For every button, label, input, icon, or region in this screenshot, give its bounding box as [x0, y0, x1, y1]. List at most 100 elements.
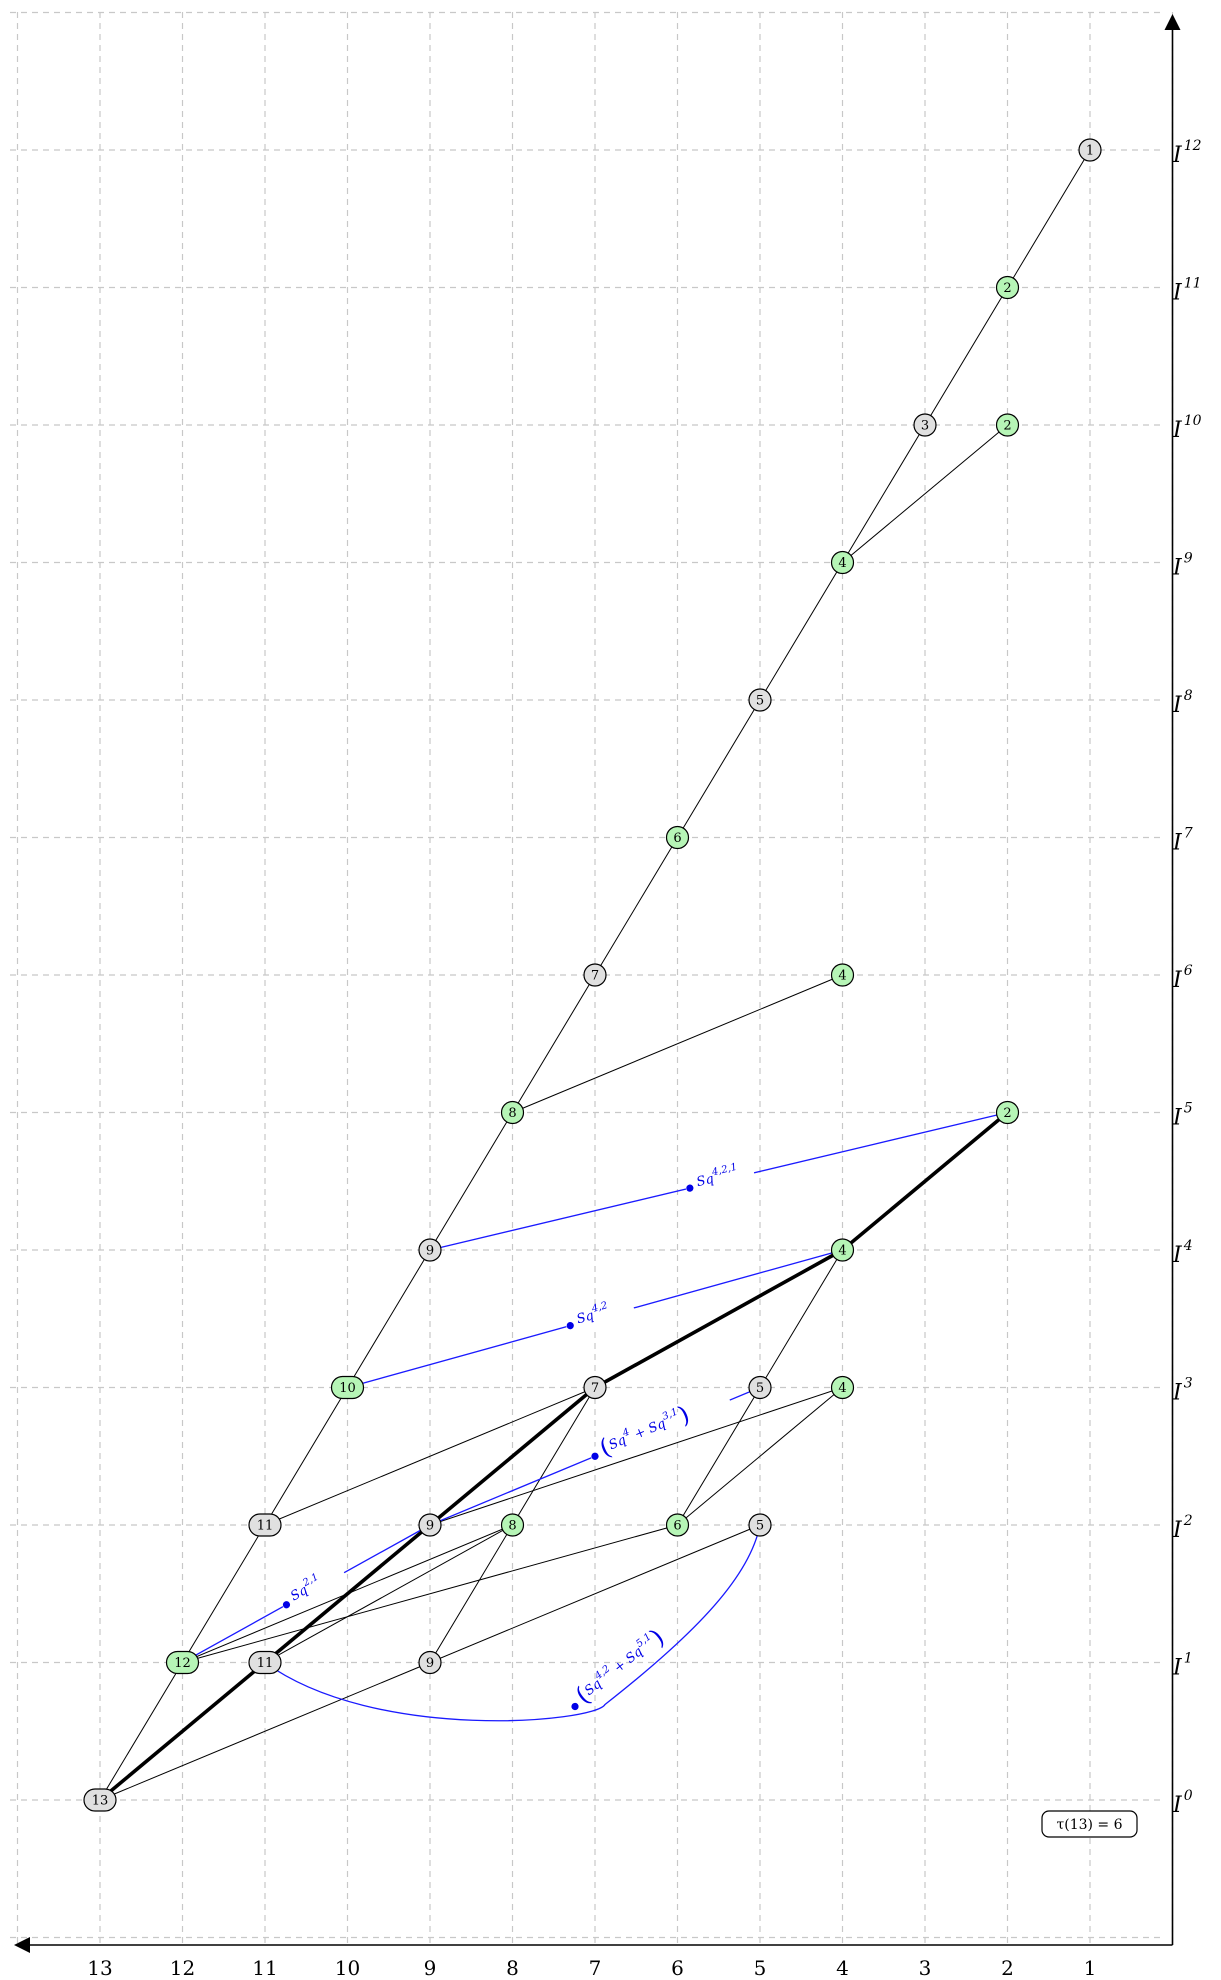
nodes: 13 12 11 9 11 9 8 6 5 10 7 5 4 9 4 8 2 7 4 6 5 4 3 2 2 1 [83, 138, 1102, 1812]
node-shape [995, 413, 1020, 437]
operation-dot [591, 1452, 599, 1460]
edge [677, 699, 761, 838]
node-label: 4 [838, 1381, 846, 1396]
node-f: 9 [418, 1513, 442, 1537]
node-p: 8 [500, 1100, 525, 1125]
axis-labels: 13 12 11 10 9 8 7 6 5 4 3 2 1I 0I 1I 2I 3I 4I 5I 6I 7I 8I 9I 10… [87, 138, 1201, 1980]
node-k: 7 [583, 1375, 607, 1400]
operation-dot [282, 1601, 291, 1609]
x-tick-label: 13 [87, 1956, 112, 1980]
edge [924, 287, 1008, 426]
node-l: 5 [748, 1375, 772, 1400]
node-label: 11 [257, 1656, 274, 1671]
y-tick-label: I 12 [1172, 138, 1202, 168]
node-shape [665, 1513, 690, 1537]
node-label: 2 [1003, 419, 1011, 434]
tau-box [1041, 1810, 1138, 1838]
edge [429, 1524, 513, 1663]
node-label: 10 [339, 1381, 356, 1396]
node-u: 5 [748, 688, 772, 712]
x-tick-label: 10 [335, 1956, 360, 1980]
operation-label-bg [278, 1564, 349, 1615]
x-tick-label: 8 [506, 1956, 519, 1980]
node-shape [830, 963, 855, 987]
node-shape [248, 1650, 282, 1675]
node-shape [583, 963, 607, 987]
node-label: 1 [1086, 144, 1094, 159]
node-r: 7 [583, 963, 607, 987]
bold-edge [594, 1248, 844, 1390]
node-label: 2 [1003, 1106, 1011, 1121]
node-shape [165, 1650, 200, 1675]
node-y: 2 [995, 275, 1020, 300]
node-label: 6 [673, 1519, 681, 1534]
edge [182, 1524, 266, 1663]
node-label: 12 [174, 1656, 191, 1671]
edge [429, 1524, 761, 1663]
x-tick-label: 5 [754, 1956, 767, 1980]
node-j: 10 [330, 1375, 365, 1400]
edge [182, 1524, 678, 1663]
node-label: 9 [426, 1244, 434, 1259]
x-tick-label: 12 [170, 1956, 195, 1980]
operation-text: Sq4,2 [574, 1300, 611, 1327]
node-shape [418, 1238, 442, 1262]
node-label: 9 [426, 1519, 434, 1534]
node-g: 8 [500, 1513, 525, 1537]
operation-text: (Sq4,2 + Sq5,1) [570, 1623, 669, 1709]
node-shape [500, 1513, 525, 1537]
node-d: 9 [418, 1650, 442, 1675]
node-shape [583, 1375, 607, 1400]
operation-label-bg [563, 1299, 637, 1336]
node-i: 5 [748, 1513, 772, 1537]
tau-label: τ(13) = 6 [1056, 1817, 1122, 1833]
edge [429, 1387, 843, 1526]
node-label: 5 [756, 1519, 764, 1534]
edge [759, 1249, 843, 1388]
node-v: 4 [830, 550, 855, 575]
node-shape [748, 1375, 772, 1400]
operation-label: Sq4,2 [566, 1300, 611, 1330]
node-label: 6 [673, 831, 681, 846]
bold-edge [98, 1661, 267, 1802]
node-h: 6 [665, 1513, 690, 1537]
node-shape [500, 1100, 525, 1125]
node-label: 3 [921, 419, 929, 434]
node-z: 1 [1078, 138, 1102, 162]
edge [677, 1387, 761, 1526]
node-t: 6 [665, 825, 690, 850]
edge [842, 424, 1008, 563]
node-label: 9 [426, 1656, 434, 1671]
node-q: 2 [995, 1100, 1020, 1125]
node-b: 12 [165, 1650, 200, 1675]
edge [264, 1387, 596, 1526]
node-label: 7 [591, 1381, 599, 1396]
node-s: 4 [830, 963, 855, 987]
edge [842, 424, 926, 563]
node-e: 11 [248, 1513, 282, 1537]
node-shape [913, 413, 937, 437]
x-tick-label: 3 [919, 1956, 932, 1980]
node-shape [665, 825, 690, 850]
x-tick-label: 7 [589, 1956, 602, 1980]
node-label: 5 [756, 1381, 764, 1396]
node-shape [83, 1788, 117, 1812]
node-label: 2 [1003, 281, 1011, 296]
node-shape [995, 1100, 1020, 1125]
tau-annotation: τ(13) = 6 [1041, 1810, 1138, 1838]
node-shape [995, 275, 1020, 300]
node-label: 11 [257, 1519, 274, 1534]
node-a: 13 [83, 1788, 117, 1812]
bold-edge [841, 1111, 1009, 1252]
edge [264, 1524, 513, 1663]
node-label: 13 [92, 1794, 109, 1809]
bold-edge [263, 1523, 432, 1664]
